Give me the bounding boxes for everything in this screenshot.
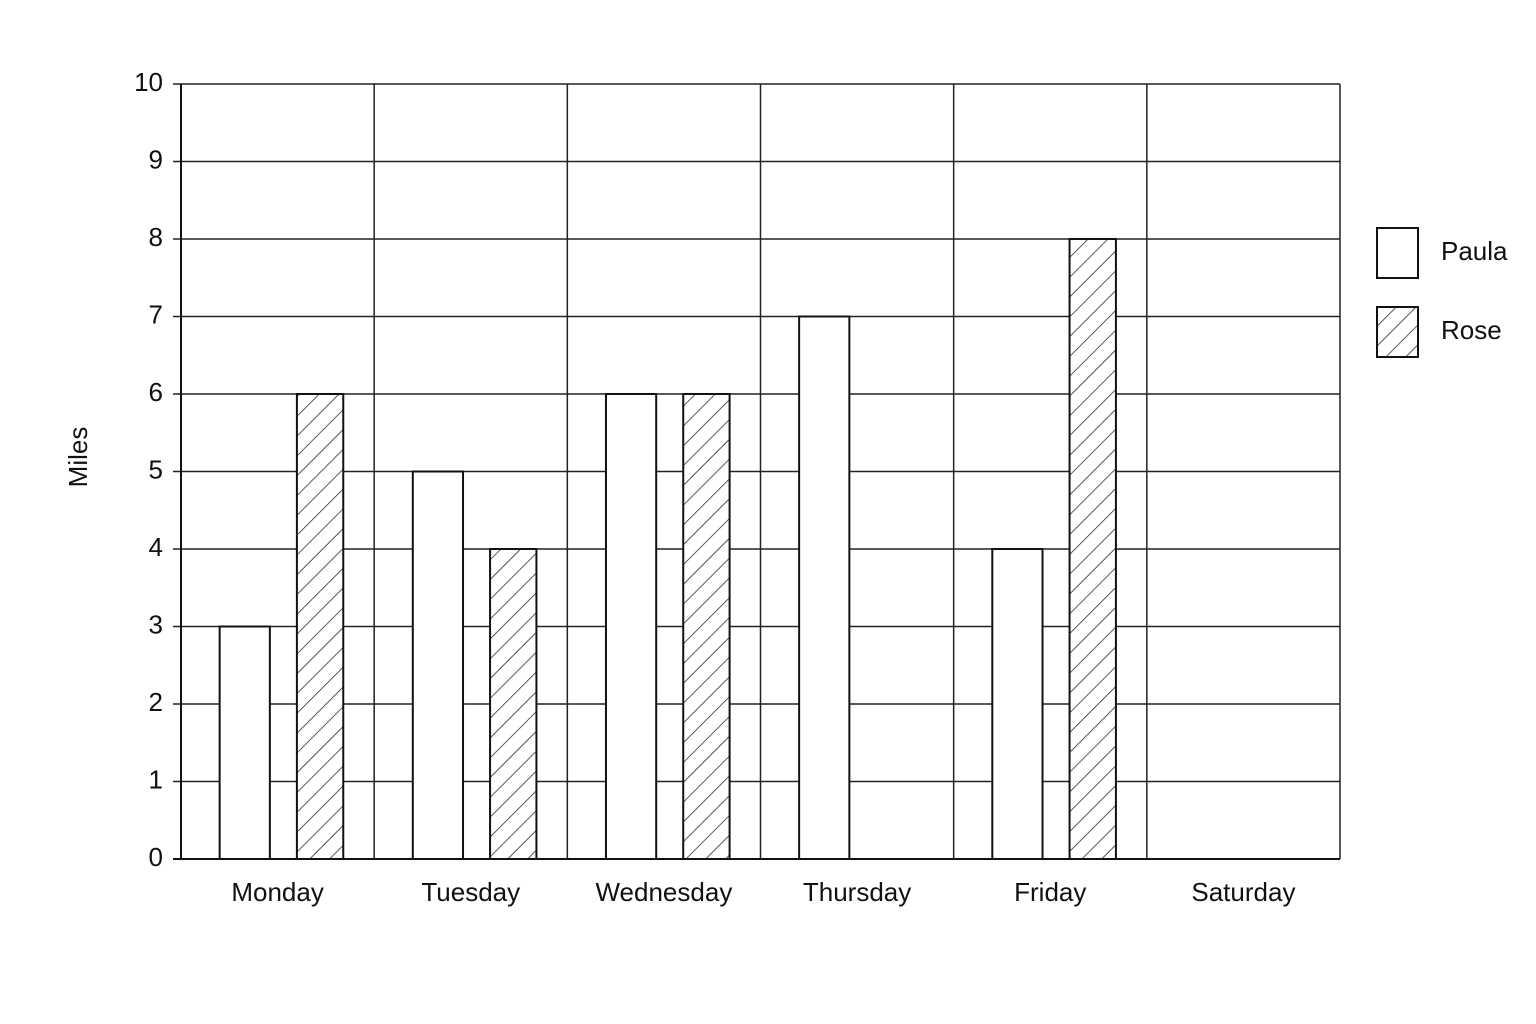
bar bbox=[218, 625, 271, 860]
bar bbox=[682, 393, 731, 860]
legend-swatch bbox=[1376, 306, 1419, 358]
bar bbox=[411, 470, 465, 860]
y-tick-label: 9 bbox=[149, 144, 163, 174]
bar bbox=[295, 393, 345, 860]
y-tick-label: 6 bbox=[149, 377, 163, 407]
legend-swatch bbox=[1376, 227, 1419, 279]
x-tick-label: Wednesday bbox=[595, 877, 732, 907]
bar bbox=[991, 548, 1044, 860]
x-tick-label: Friday bbox=[1014, 877, 1086, 907]
y-tick-label: 2 bbox=[149, 687, 163, 717]
x-tick-label: Thursday bbox=[803, 877, 911, 907]
x-tick-label: Tuesday bbox=[421, 877, 520, 907]
y-tick-label: 7 bbox=[149, 299, 163, 329]
x-tick-label: Monday bbox=[231, 877, 324, 907]
y-tick-label: 1 bbox=[149, 764, 163, 794]
y-tick-label: 0 bbox=[149, 842, 163, 872]
bar bbox=[1068, 238, 1117, 860]
y-tick-label: 4 bbox=[149, 532, 163, 562]
bar bbox=[798, 315, 851, 860]
y-tick-label: 8 bbox=[149, 222, 163, 252]
bar bbox=[489, 548, 538, 860]
legend-label: Paula bbox=[1441, 236, 1508, 266]
bar bbox=[604, 393, 658, 860]
y-tick-label: 3 bbox=[149, 609, 163, 639]
y-tick-label: 10 bbox=[134, 67, 163, 97]
y-tick-label: 5 bbox=[149, 454, 163, 484]
y-axis-label: Miles bbox=[63, 427, 93, 488]
legend-label: Rose bbox=[1441, 315, 1502, 345]
x-tick-label: Saturday bbox=[1191, 877, 1295, 907]
